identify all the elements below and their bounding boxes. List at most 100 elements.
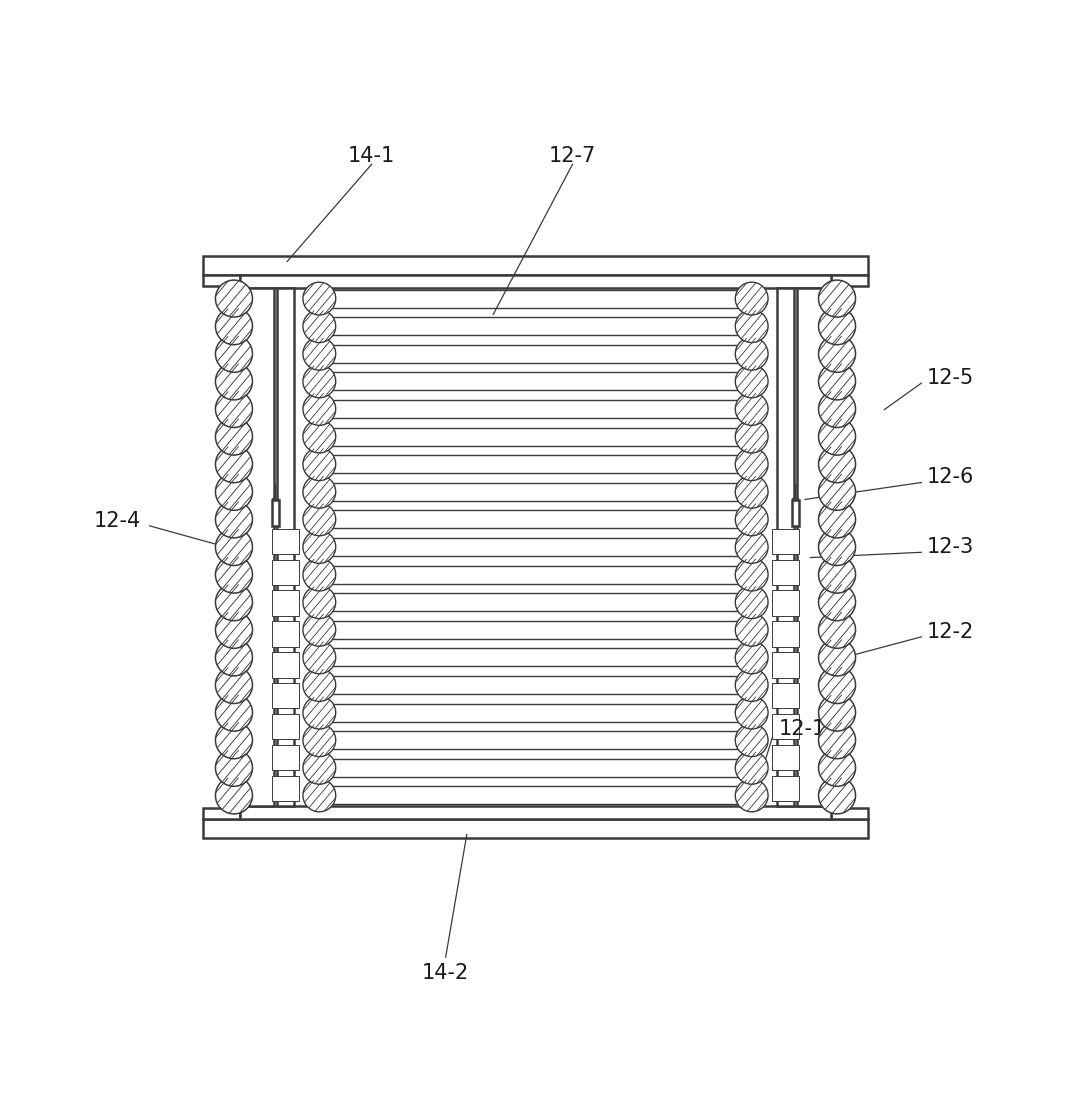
Circle shape bbox=[818, 556, 856, 593]
Circle shape bbox=[215, 694, 253, 731]
Circle shape bbox=[736, 779, 768, 812]
Bar bbox=[240, 806, 831, 818]
Bar bbox=[272, 714, 299, 740]
Circle shape bbox=[303, 779, 335, 812]
Bar bbox=[772, 591, 799, 616]
Circle shape bbox=[736, 282, 768, 315]
Bar bbox=[772, 559, 799, 585]
Circle shape bbox=[303, 447, 335, 480]
Bar bbox=[272, 500, 278, 526]
Bar bbox=[272, 683, 299, 709]
Circle shape bbox=[818, 777, 856, 814]
Circle shape bbox=[818, 639, 856, 676]
Bar bbox=[202, 276, 240, 286]
Circle shape bbox=[215, 280, 253, 317]
Text: 12-4: 12-4 bbox=[93, 511, 141, 531]
Circle shape bbox=[818, 363, 856, 400]
Circle shape bbox=[736, 641, 768, 674]
Circle shape bbox=[215, 391, 253, 428]
Bar bbox=[272, 559, 299, 585]
Circle shape bbox=[303, 696, 335, 729]
Circle shape bbox=[215, 418, 253, 455]
Circle shape bbox=[818, 501, 856, 538]
Circle shape bbox=[215, 307, 253, 345]
Bar bbox=[772, 776, 799, 801]
Circle shape bbox=[303, 337, 335, 370]
Circle shape bbox=[215, 584, 253, 620]
Circle shape bbox=[303, 476, 335, 509]
Circle shape bbox=[303, 531, 335, 563]
Circle shape bbox=[736, 696, 768, 729]
Circle shape bbox=[303, 310, 335, 342]
Bar bbox=[272, 621, 299, 647]
Circle shape bbox=[215, 445, 253, 482]
Circle shape bbox=[215, 639, 253, 676]
Bar bbox=[772, 528, 799, 554]
Circle shape bbox=[818, 474, 856, 510]
Bar bbox=[272, 745, 299, 770]
Circle shape bbox=[303, 420, 335, 453]
Circle shape bbox=[736, 531, 768, 563]
Circle shape bbox=[736, 752, 768, 784]
Bar bbox=[202, 818, 869, 838]
Circle shape bbox=[215, 556, 253, 593]
Bar bbox=[272, 776, 299, 801]
Bar bbox=[276, 288, 295, 806]
Circle shape bbox=[215, 363, 253, 400]
Bar bbox=[772, 683, 799, 709]
Circle shape bbox=[736, 724, 768, 757]
Bar bbox=[772, 652, 799, 677]
Circle shape bbox=[215, 501, 253, 538]
Circle shape bbox=[215, 612, 253, 649]
Circle shape bbox=[303, 558, 335, 591]
Text: 12-7: 12-7 bbox=[548, 146, 597, 166]
Text: 12-6: 12-6 bbox=[926, 467, 974, 487]
Bar bbox=[240, 276, 831, 288]
Circle shape bbox=[818, 749, 856, 787]
Circle shape bbox=[303, 503, 335, 536]
Circle shape bbox=[736, 668, 768, 701]
Bar bbox=[202, 256, 869, 276]
Circle shape bbox=[736, 420, 768, 453]
Bar bbox=[772, 714, 799, 740]
Bar bbox=[831, 808, 869, 818]
Circle shape bbox=[303, 282, 335, 315]
Circle shape bbox=[818, 280, 856, 317]
Text: 12-3: 12-3 bbox=[926, 537, 974, 557]
Bar bbox=[776, 288, 795, 806]
Circle shape bbox=[215, 749, 253, 787]
Bar bbox=[772, 745, 799, 770]
Circle shape bbox=[303, 752, 335, 784]
Text: 12-1: 12-1 bbox=[779, 719, 826, 738]
Circle shape bbox=[818, 612, 856, 649]
Bar bbox=[272, 591, 299, 616]
Bar bbox=[772, 621, 799, 647]
Circle shape bbox=[736, 503, 768, 536]
Circle shape bbox=[818, 391, 856, 428]
Text: 12-2: 12-2 bbox=[926, 621, 974, 641]
Circle shape bbox=[215, 666, 253, 703]
Circle shape bbox=[303, 393, 335, 426]
Circle shape bbox=[215, 722, 253, 759]
Bar bbox=[240, 288, 274, 806]
Circle shape bbox=[303, 585, 335, 618]
Bar bbox=[202, 808, 240, 818]
Circle shape bbox=[303, 365, 335, 398]
Circle shape bbox=[818, 694, 856, 731]
Circle shape bbox=[818, 418, 856, 455]
Circle shape bbox=[736, 310, 768, 342]
Bar bbox=[272, 528, 299, 554]
Circle shape bbox=[736, 585, 768, 618]
Circle shape bbox=[736, 365, 768, 398]
Bar bbox=[831, 276, 869, 286]
Bar bbox=[272, 652, 299, 677]
Circle shape bbox=[818, 666, 856, 703]
Circle shape bbox=[215, 335, 253, 372]
Text: 14-2: 14-2 bbox=[422, 963, 469, 984]
Circle shape bbox=[818, 722, 856, 759]
Circle shape bbox=[303, 724, 335, 757]
Circle shape bbox=[303, 668, 335, 701]
Circle shape bbox=[303, 614, 335, 647]
Circle shape bbox=[818, 445, 856, 482]
Text: 14-1: 14-1 bbox=[348, 146, 395, 166]
